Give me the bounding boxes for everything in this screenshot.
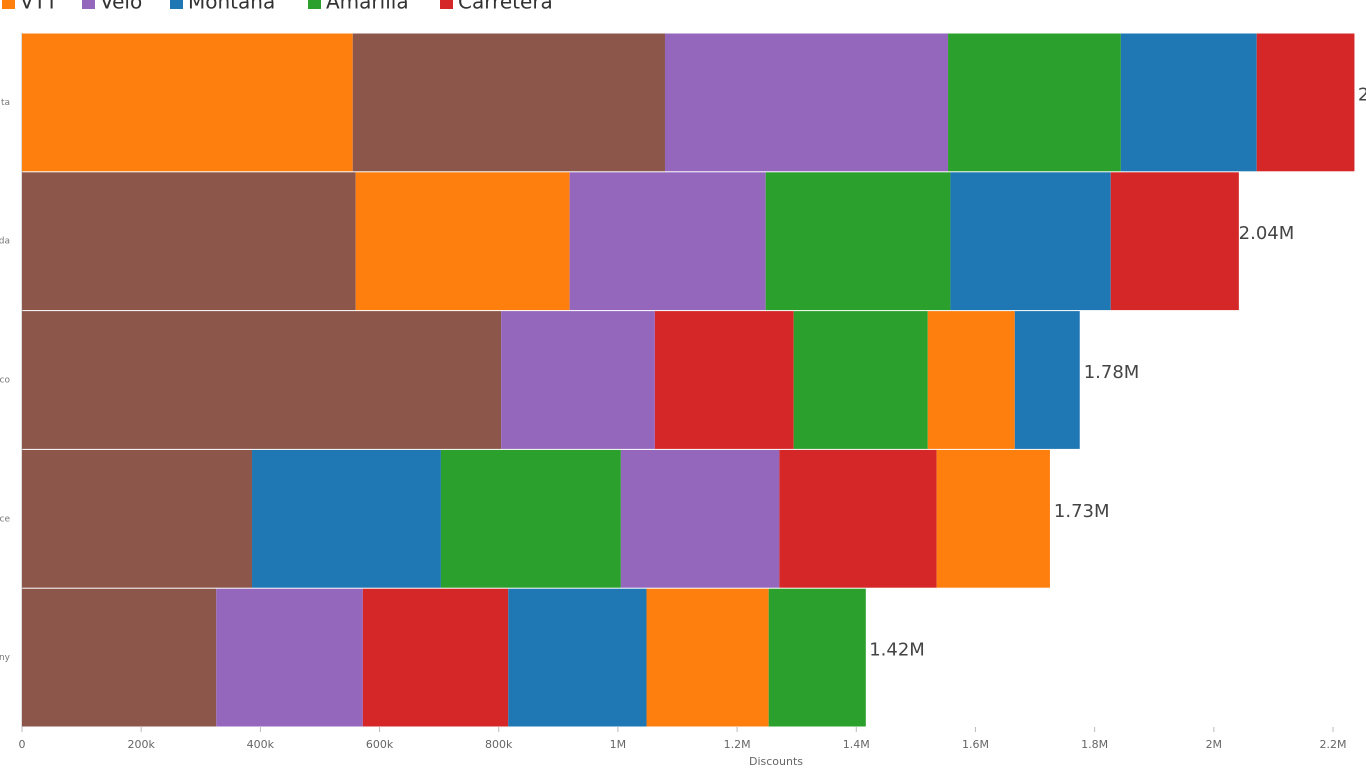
bar-segment [948,33,1121,172]
x-tick-label: 1M [610,738,627,751]
bar-segment [569,172,766,311]
legend-swatch [82,0,95,9]
total-label: 1.42M [869,640,925,661]
total-label: 2 [1358,84,1366,105]
x-axis-title: Discounts [749,755,803,768]
y-tick-label: ta [1,98,10,108]
bar-segment [793,311,928,449]
bar-segment [927,311,1015,449]
legend-label: VTT [20,0,59,14]
bar-segment [664,33,949,172]
bar-segment [352,33,665,172]
x-tick-label: 1.8M [1081,738,1108,751]
y-tick-label: ce [0,514,10,524]
legend-swatch [2,0,15,9]
y-tick-label: co [0,376,10,386]
bar-segment [1110,172,1239,311]
total-label: 1.78M [1084,362,1140,383]
x-tick-label: 1.4M [843,738,870,751]
x-tick-label: 1.2M [724,738,751,751]
bar-segment [22,588,217,727]
legend-swatch [308,0,321,9]
bar-segment [765,172,951,311]
bar-segment [654,311,794,449]
legend-swatch [170,0,183,9]
x-tick-label: 2.2M [1320,738,1347,751]
legend-label: Amarilla [326,0,409,14]
bar-segment [362,588,509,727]
bar-segment [22,449,253,588]
bar-segment [779,449,937,588]
bar-segment [440,449,621,588]
x-tick-label: 0 [19,738,26,751]
legend-label: Montana [188,0,275,14]
bar-segment [950,172,1111,311]
bar-segment [22,311,502,449]
bar-segment [646,588,769,727]
bar-segment [355,172,570,311]
bar-segment [216,588,363,727]
bar-segment [501,311,655,449]
y-tick-label: ny [0,653,11,663]
bar-segment [1120,33,1257,172]
legend-swatch [440,0,453,9]
x-tick-label: 600k [366,738,394,751]
legend-label: Carretera [458,0,553,14]
bar-segment [252,449,441,588]
x-tick-label: 200k [127,738,155,751]
bar-segment [768,588,866,727]
bar-segment [508,588,647,727]
legend-label: Velo [100,0,142,14]
bar-segment [936,449,1050,588]
total-label: 2.04M [1239,223,1295,244]
bar-segment [1014,311,1080,449]
bar-segment [620,449,780,588]
x-tick-label: 2M [1206,738,1223,751]
bar-segment [1256,33,1355,172]
bar-segment [22,172,356,311]
x-tick-label: 400k [247,738,275,751]
x-tick-label: 800k [485,738,513,751]
total-label: 1.73M [1054,501,1110,522]
y-tick-label: da [0,237,10,247]
x-tick-label: 1.6M [962,738,989,751]
bar-segment [22,33,353,172]
